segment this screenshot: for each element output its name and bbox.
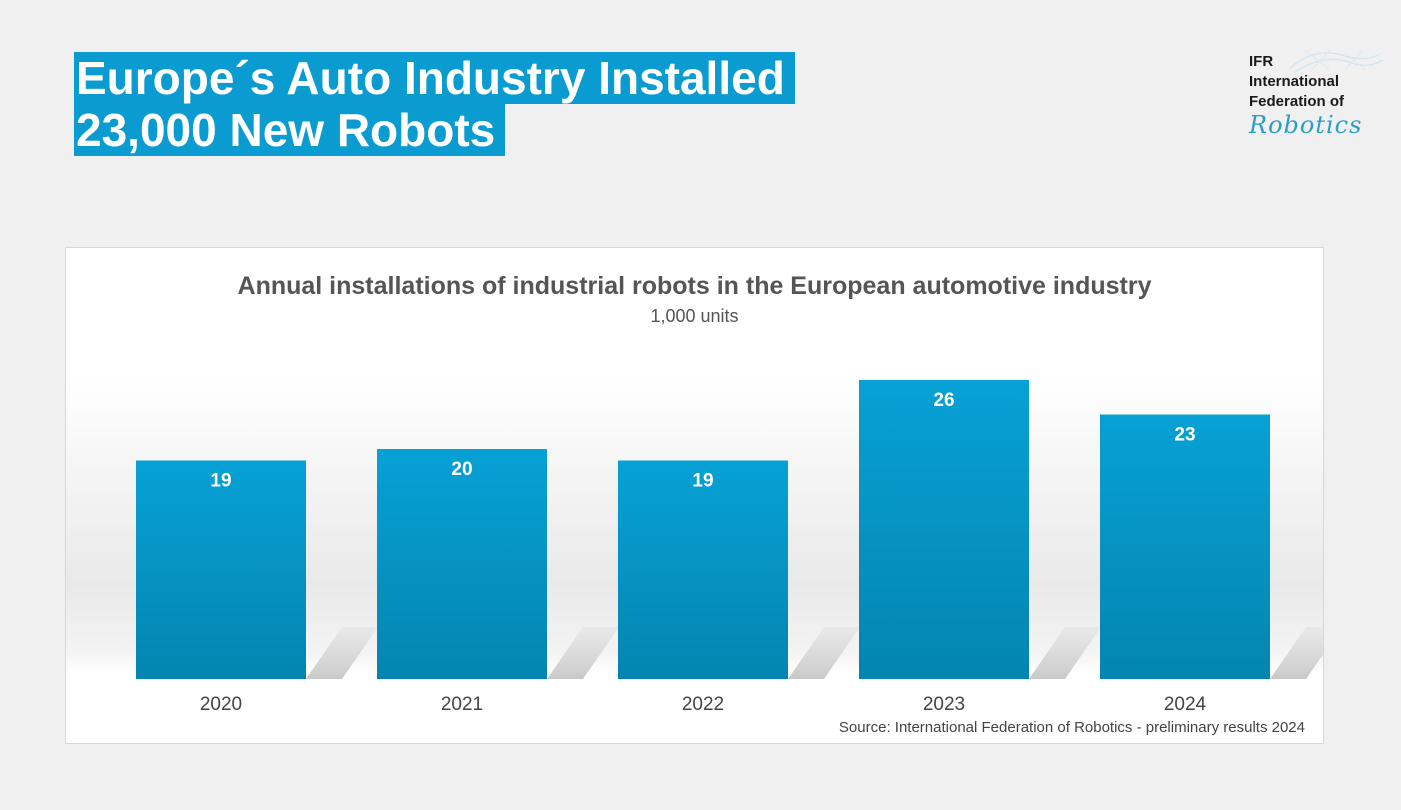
chart-title: Annual installations of industrial robot… xyxy=(237,272,1152,300)
bar-shadow-2022 xyxy=(788,627,860,679)
bar-2022 xyxy=(618,460,788,679)
headline-line-1: Europe´s Auto Industry Installed xyxy=(74,52,795,104)
data-label-2022: 19 xyxy=(692,471,713,492)
x-tick-label-2022: 2022 xyxy=(682,694,724,715)
chart-source: Source: International Federation of Robo… xyxy=(838,719,1305,736)
ifr-logo: IFR International Federation of Robotics xyxy=(1249,49,1389,142)
data-label-2023: 26 xyxy=(933,390,954,411)
headline-line-2: 23,000 New Robots xyxy=(74,104,506,156)
logo-federation: Federation of xyxy=(1249,93,1345,110)
x-tick-label-2023: 2023 xyxy=(923,694,965,715)
bar-2024 xyxy=(1100,414,1270,679)
bar-shadow-2024 xyxy=(1270,627,1323,679)
data-label-2021: 20 xyxy=(451,459,472,480)
data-label-2020: 19 xyxy=(210,471,231,492)
logo-robotics-script: Robotics xyxy=(1249,111,1363,139)
bar-shadow-2020 xyxy=(306,627,378,679)
bar-shadow-2023 xyxy=(1029,627,1101,679)
logo-ifr: IFR xyxy=(1249,53,1274,70)
x-tick-label-2021: 2021 xyxy=(441,694,483,715)
x-tick-label-2024: 2024 xyxy=(1164,694,1207,715)
data-label-2024: 23 xyxy=(1174,425,1195,446)
chart-subtitle: 1,000 units xyxy=(650,306,739,326)
x-tick-label-2020: 2020 xyxy=(200,694,242,715)
bar-2023 xyxy=(859,380,1029,679)
bar-shadow-2021 xyxy=(547,627,619,679)
globe-wireframe-icon xyxy=(1289,49,1384,73)
bar-2020 xyxy=(136,460,306,679)
logo-international: International xyxy=(1249,73,1340,90)
chart-panel: Annual installations of industrial robot… xyxy=(65,247,1324,744)
bar-2021 xyxy=(377,449,547,679)
